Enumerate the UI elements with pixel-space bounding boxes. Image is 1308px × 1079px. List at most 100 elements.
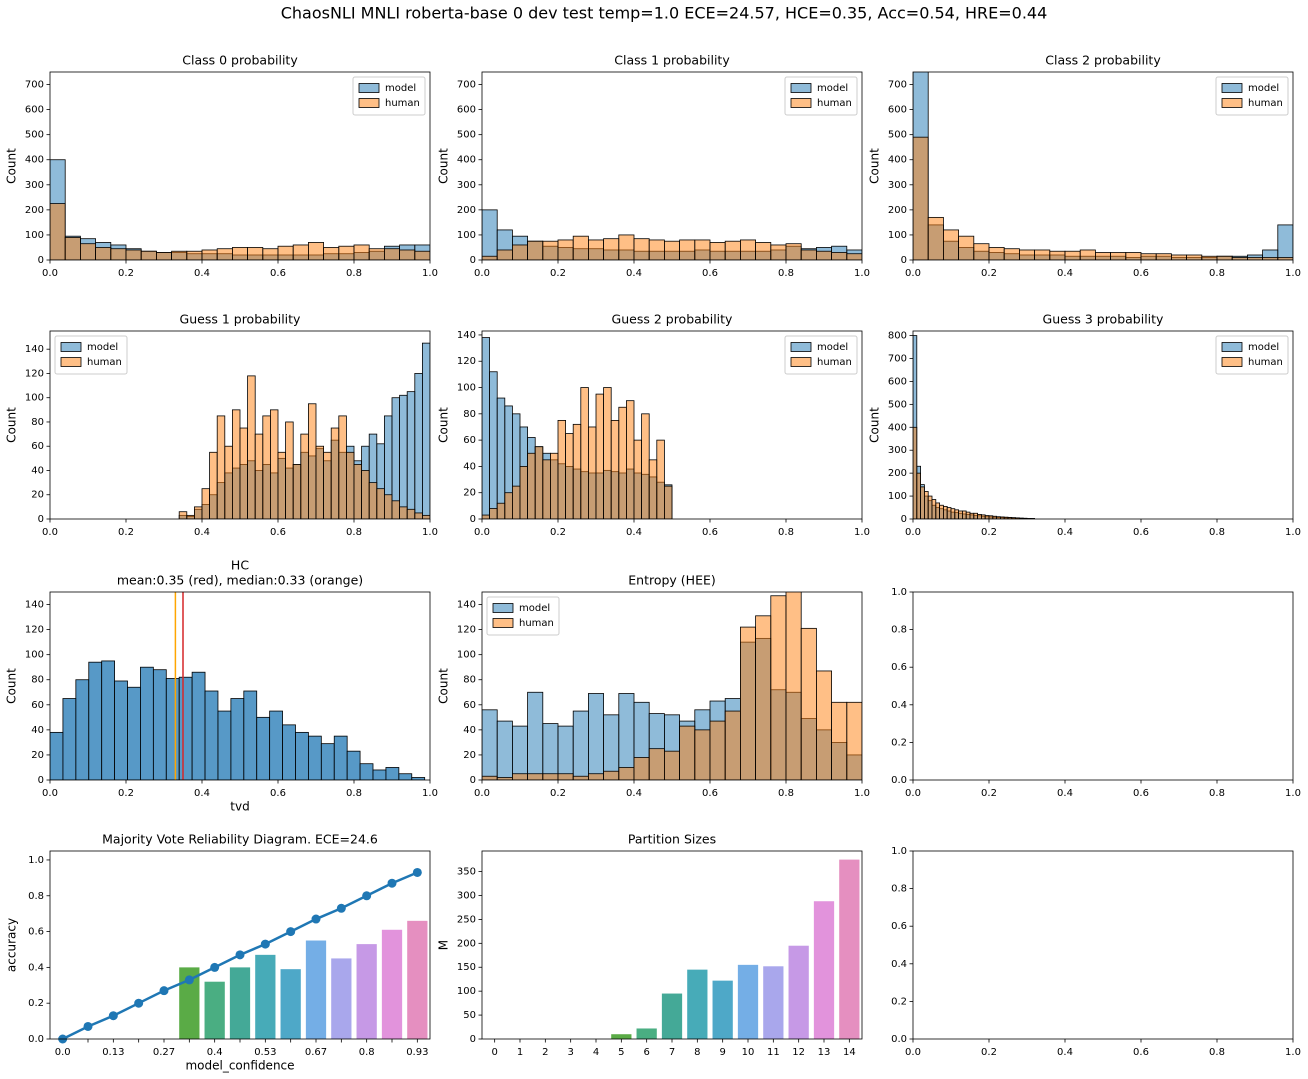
- plot-area: [62, 871, 428, 1039]
- histogram-bar: [224, 445, 233, 519]
- x-tick-label: 0.2: [118, 268, 134, 279]
- histogram-bar: [231, 409, 241, 519]
- legend-label: human: [519, 618, 554, 629]
- histogram-bar: [323, 451, 332, 519]
- histogram-bar: [414, 512, 423, 519]
- point: [210, 962, 220, 972]
- axes-frame: [49, 71, 431, 261]
- histogram-bar: [204, 690, 219, 780]
- legend-swatch: [1221, 98, 1243, 108]
- x-tick-label: 0.4: [626, 527, 642, 538]
- histogram-bar: [482, 709, 498, 780]
- x-tick-label: 0.8: [346, 268, 362, 279]
- y-tick-label: 120: [457, 356, 476, 367]
- histogram-bar: [262, 415, 271, 519]
- histogram-bar: [534, 446, 544, 519]
- y-tick-label: 140: [457, 600, 476, 611]
- histogram-bar: [1049, 250, 1066, 260]
- histogram-bar: [679, 725, 696, 780]
- chart-title: Class 0 probability: [182, 53, 298, 68]
- histogram-bar: [140, 250, 157, 260]
- histogram-bar: [927, 495, 933, 519]
- histogram-bar: [1095, 252, 1112, 260]
- legend-label: model: [1248, 83, 1279, 94]
- histogram-bar: [618, 234, 635, 260]
- y-axis-label: M: [437, 940, 451, 950]
- y-tick-label: 20: [463, 750, 476, 761]
- panel: 0.0 0.2 0.4 0.6 0.8 1.0 0.0 0.2 0.4 0.6 0.8 1.0: [891, 587, 1301, 799]
- x-tick-label: 0.0: [42, 268, 58, 279]
- y-tick-label: 100: [25, 393, 44, 404]
- y-tick-label: 0: [38, 255, 44, 266]
- y-tick-label: 0.2: [891, 737, 907, 748]
- x-tick-label: 0.6: [1133, 788, 1149, 799]
- histogram-bar: [512, 725, 529, 780]
- histogram-bar: [372, 769, 387, 780]
- legend-swatch: [60, 342, 82, 352]
- y-tick-label: 0.6: [891, 662, 907, 673]
- x-tick-label: 0.6: [1133, 527, 1149, 538]
- histogram-bar: [588, 239, 605, 260]
- x-tick-label: 8: [694, 1047, 700, 1058]
- legend-swatch: [358, 83, 380, 93]
- x-tick-label: 0.2: [118, 527, 134, 538]
- histogram-bar: [231, 247, 248, 260]
- histogram-bar: [603, 770, 620, 780]
- chart-title: HC: [231, 558, 249, 573]
- x-tick-label: 0.8: [1209, 268, 1225, 279]
- histogram-bar: [406, 508, 416, 519]
- legend-label: human: [385, 98, 420, 109]
- chart-title: Guess 1 probability: [180, 312, 302, 327]
- histogram-bar: [125, 249, 142, 260]
- histogram-bar: [816, 670, 833, 780]
- y-tick-label: 40: [463, 461, 476, 472]
- bar: [839, 859, 860, 1039]
- histogram-bar: [353, 464, 362, 519]
- histogram-bar: [399, 249, 416, 260]
- y-axis-label: Count: [868, 148, 882, 184]
- legend-swatch: [60, 357, 82, 367]
- histogram-bar: [361, 470, 370, 519]
- y-tick-label: 0.0: [28, 1034, 44, 1045]
- histogram-bar: [496, 397, 506, 519]
- y-tick-label: 0.8: [28, 891, 44, 902]
- histogram-bar: [269, 710, 283, 780]
- histogram-bar: [618, 406, 627, 519]
- y-tick-label: 300: [888, 180, 907, 191]
- histogram-bar: [1277, 257, 1293, 260]
- histogram-bar: [588, 693, 605, 780]
- histogram-bar: [527, 773, 544, 780]
- histogram-bar: [1034, 249, 1051, 260]
- y-axis-label: accuracy: [5, 918, 19, 972]
- histogram-bar: [345, 451, 355, 519]
- histogram-bar: [542, 459, 551, 519]
- chart-title: Guess 2 probability: [612, 312, 734, 327]
- histogram-bar: [988, 247, 1005, 260]
- point: [311, 914, 321, 924]
- y-tick-label: 0: [470, 255, 476, 266]
- y-tick-label: 100: [457, 986, 476, 997]
- point: [412, 867, 422, 877]
- histogram-bar: [247, 375, 256, 519]
- histogram-bar: [954, 509, 959, 519]
- plot-area: [611, 859, 860, 1039]
- y-tick-label: 500: [888, 130, 907, 141]
- x-tick-label: 0.4: [626, 268, 642, 279]
- point: [83, 1021, 93, 1031]
- panel: 0 20 40 60 80 100 120 140 0.0 0.2 0.4 0.6 0.8 1.0 HCme…: [5, 558, 438, 814]
- histogram-bar: [186, 250, 203, 260]
- bar: [280, 969, 301, 1039]
- y-tick-label: 0.4: [891, 700, 907, 711]
- x-tick-label: 6: [643, 1047, 649, 1058]
- bar: [687, 969, 708, 1039]
- histogram-bar: [421, 342, 430, 519]
- histogram-bar: [496, 720, 513, 780]
- plot-area: [50, 159, 430, 260]
- histogram-bar: [527, 691, 544, 780]
- x-axis-label: tvd: [230, 800, 249, 814]
- legend-swatch: [358, 98, 380, 108]
- bar: [204, 981, 225, 1039]
- x-tick-label: 0.0: [42, 527, 58, 538]
- point: [159, 986, 169, 996]
